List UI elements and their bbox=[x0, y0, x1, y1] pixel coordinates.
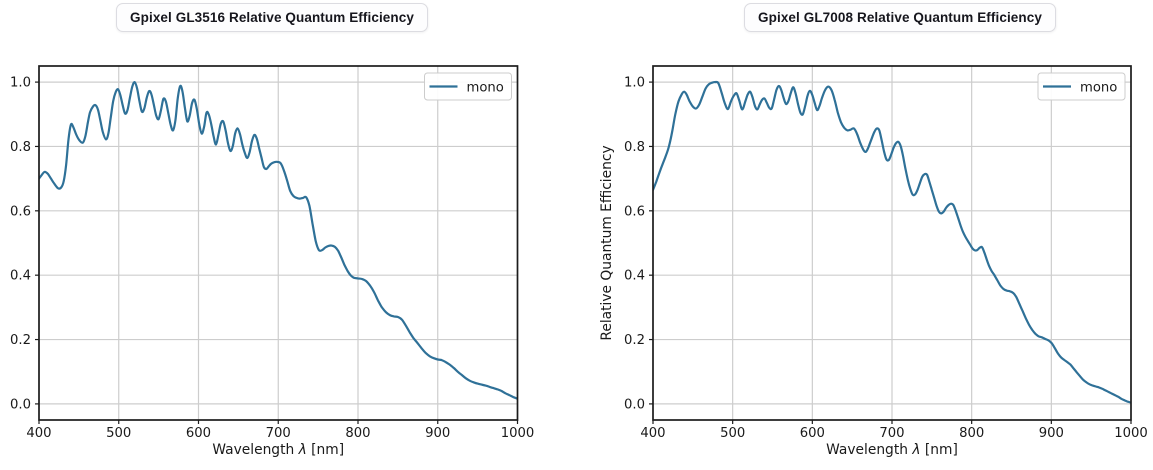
y-axis-label: Relative Quantum Efficiency bbox=[599, 145, 615, 340]
legend-label: mono bbox=[1080, 81, 1117, 96]
x-tick-label: 500 bbox=[720, 426, 745, 441]
chart-title-gl7008: Gpixel GL7008 Relative Quantum Efficienc… bbox=[744, 3, 1056, 32]
grid bbox=[652, 66, 1132, 420]
legend: mono bbox=[1037, 72, 1126, 101]
y-tick-label: 0.8 bbox=[624, 140, 645, 155]
x-tick-label: 700 bbox=[266, 426, 291, 441]
x-tick-label: 1000 bbox=[1114, 426, 1148, 441]
y-tick-label: 1.0 bbox=[10, 76, 31, 91]
y-tick-label: 0.6 bbox=[10, 204, 31, 219]
y-tick-label: 0.4 bbox=[10, 269, 31, 284]
y-tick-label: 0.2 bbox=[624, 333, 645, 348]
x-axis-label: Wavelength λ [nm] bbox=[826, 442, 958, 458]
x-tick-label: 1000 bbox=[501, 426, 535, 441]
y-tick-label: 0.6 bbox=[624, 204, 645, 219]
tick-marks bbox=[35, 81, 519, 424]
y-tick-label: 0.0 bbox=[10, 397, 31, 412]
x-tick-label: 700 bbox=[879, 426, 904, 441]
tick-marks bbox=[649, 81, 1132, 424]
x-tick-label: 500 bbox=[106, 426, 131, 441]
chart-gl7008: 400 500 600 700 800 900 1000 0.0 0.2 0.4 0.6 0.8 1.0… bbox=[599, 65, 1148, 458]
x-tick-label: 600 bbox=[186, 426, 211, 441]
tick-labels: 400 500 600 700 800 900 1000 0.0 0.2 0.4 0.6 0.8 1.0 bbox=[10, 76, 534, 441]
x-tick-label: 800 bbox=[345, 426, 370, 441]
x-tick-label: 400 bbox=[640, 426, 665, 441]
x-tick-label: 900 bbox=[425, 426, 450, 441]
tick-labels: 400 500 600 700 800 900 1000 0.0 0.2 0.4 0.6 0.8 1.0 bbox=[624, 76, 1148, 441]
legend: mono bbox=[424, 72, 512, 101]
chart-title-gl3516: Gpixel GL3516 Relative Quantum Efficienc… bbox=[116, 3, 428, 32]
y-tick-label: 1.0 bbox=[624, 76, 645, 91]
x-axis-label: Wavelength λ [nm] bbox=[212, 442, 344, 458]
chart-gl3516: 400 500 600 700 800 900 1000 0.0 0.2 0.4 0.6 0.8 1.0… bbox=[0, 65, 534, 458]
legend-box bbox=[424, 72, 512, 101]
y-tick-label: 0.2 bbox=[10, 333, 31, 348]
series-line-mono bbox=[39, 80, 518, 400]
x-tick-label: 900 bbox=[1039, 426, 1064, 441]
x-tick-label: 600 bbox=[800, 426, 825, 441]
x-tick-label: 800 bbox=[959, 426, 984, 441]
y-tick-label: 0.4 bbox=[624, 269, 645, 284]
series-line-mono bbox=[653, 80, 1131, 404]
y-tick-label: 0.8 bbox=[10, 140, 31, 155]
y-axis-label: Relative Quantum Efficiency bbox=[0, 145, 1, 340]
x-tick-label: 400 bbox=[26, 426, 51, 441]
legend-label: mono bbox=[467, 81, 504, 96]
legend-box bbox=[1037, 72, 1126, 101]
y-tick-label: 0.0 bbox=[624, 397, 645, 412]
